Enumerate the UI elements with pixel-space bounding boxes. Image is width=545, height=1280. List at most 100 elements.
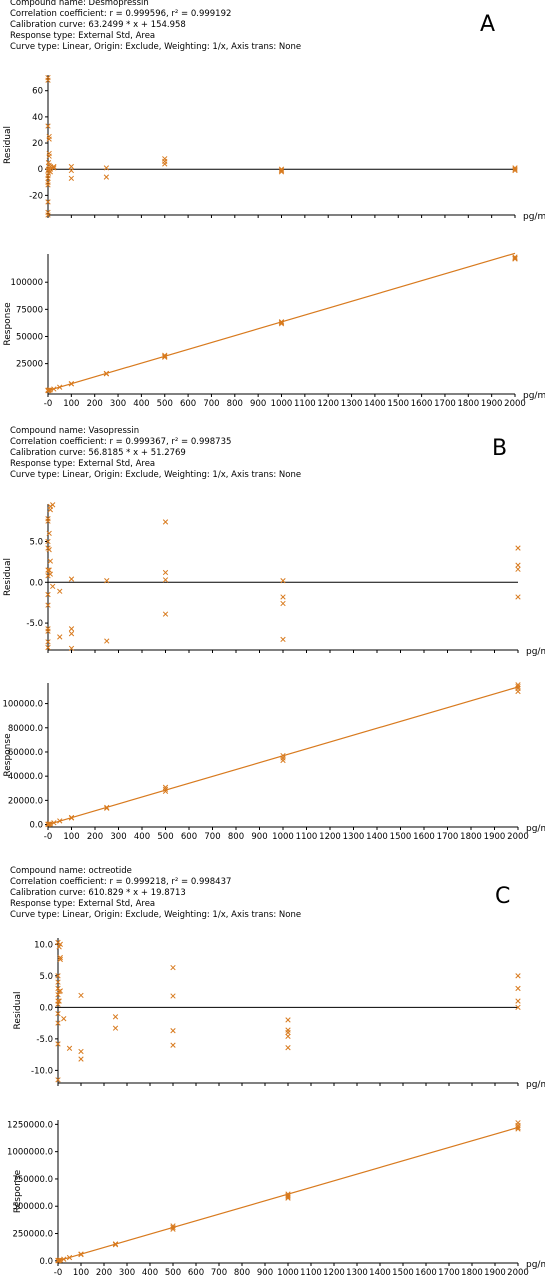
- data-point-stroke: [162, 352, 168, 358]
- data-point-stroke: [47, 507, 54, 513]
- data-point: [55, 973, 61, 979]
- data-point-stroke: [61, 1256, 67, 1262]
- data-point: [103, 371, 110, 377]
- data-point-stroke: [103, 165, 110, 171]
- data-point-stroke: [285, 1017, 291, 1023]
- vasopressin-response-plot: 0.0 20000.0 40000.0 60000.0 80000.0 100000.0 R…: [2, 682, 545, 842]
- data-point: [45, 567, 51, 573]
- x-tick-label: 600: [188, 1268, 204, 1278]
- data-point: [512, 256, 518, 262]
- x-tick-label: 1400: [364, 399, 386, 409]
- y-axis-label: Response: [3, 302, 13, 346]
- y-tick-label: 250000.0: [12, 1230, 53, 1240]
- data-point-stroke: [57, 954, 63, 961]
- data-point-stroke: [162, 161, 168, 167]
- y-tick-label: 60000.0: [8, 748, 43, 758]
- data-point-stroke: [55, 973, 61, 979]
- data-point: [285, 1029, 291, 1036]
- data-point-stroke: [512, 167, 518, 174]
- y-tick-label: -5.0: [36, 1035, 53, 1045]
- data-point: [162, 352, 168, 358]
- data-point-stroke: [50, 583, 56, 590]
- data-point-stroke: [47, 821, 54, 827]
- data-point: [515, 998, 521, 1004]
- y-tick-label: 0.0: [39, 1257, 53, 1267]
- data-point: [162, 353, 168, 359]
- data-point-stroke: [45, 602, 51, 608]
- data-point-stroke: [170, 1042, 176, 1048]
- data-point: [57, 588, 63, 594]
- x-tick-label: 1600: [413, 832, 435, 842]
- data-point-stroke: [515, 566, 521, 572]
- data-point: [46, 153, 52, 159]
- data-point-stroke: [46, 567, 52, 573]
- x-tick-label: 400: [142, 1268, 158, 1278]
- data-point-stroke: [112, 1014, 119, 1020]
- data-point-stroke: [280, 600, 286, 607]
- x-tick-label: 1600: [415, 1268, 437, 1278]
- data-point: [56, 1257, 62, 1264]
- data-point-stroke: [45, 166, 52, 172]
- data-point: [51, 165, 57, 171]
- data-point: [515, 973, 521, 979]
- data-point-stroke: [280, 636, 286, 643]
- x-tick-label: -0: [44, 399, 52, 409]
- vasopressin-residual-plot: -5.0 0.0 5.0 Residual pg/mL: [3, 502, 545, 657]
- data-point-stroke: [515, 688, 521, 695]
- data-point: [285, 1033, 291, 1040]
- curve-type: Curve type: Linear, Origin: Exclude, Wei…: [10, 42, 302, 52]
- data-point: [57, 634, 63, 640]
- data-point: [55, 1020, 61, 1026]
- data-point-stroke: [278, 319, 285, 326]
- x-tick-label: 1600: [411, 399, 433, 409]
- response-type: Response type: External Std, Area: [10, 459, 156, 469]
- data-point-stroke: [45, 644, 51, 651]
- data-point-stroke: [47, 558, 54, 564]
- data-point: [515, 688, 521, 695]
- data-point: [285, 1195, 291, 1201]
- data-point: [280, 757, 286, 764]
- x-tick-label: 1400: [366, 832, 388, 842]
- data-point-stroke: [57, 988, 63, 994]
- panel-label-b: B: [492, 436, 508, 461]
- data-point: [46, 530, 52, 537]
- data-point-stroke: [162, 788, 169, 794]
- data-point: [57, 988, 63, 994]
- y-axis-label: Residual: [3, 126, 13, 164]
- data-point-stroke: [45, 639, 51, 645]
- data-point: [57, 818, 63, 824]
- x-tick-label: 800: [234, 1268, 250, 1278]
- calibration-curve: Calibration curve: 610.829 * x + 19.8713: [10, 888, 186, 898]
- data-point: [285, 1194, 291, 1200]
- data-point: [515, 545, 521, 551]
- data-point: [51, 386, 57, 392]
- data-point: [45, 166, 52, 172]
- y-tick-label: 5.0: [29, 538, 43, 548]
- y-axis-label: Response: [13, 1169, 23, 1213]
- data-point-stroke: [47, 387, 53, 393]
- data-point: [515, 566, 521, 572]
- data-point: [78, 992, 84, 999]
- x-tick-label: 1000: [277, 1268, 299, 1278]
- panel-a-info: Compound name: Desmopressin Correlation …: [10, 0, 301, 53]
- data-point-stroke: [56, 1257, 62, 1264]
- x-axis-unit-label: pg/mL: [526, 1080, 545, 1090]
- response-type: Response type: External Std, Area: [10, 899, 156, 909]
- data-point-stroke: [55, 979, 61, 985]
- data-point: [162, 784, 169, 790]
- data-point-stroke: [162, 611, 169, 617]
- data-point-stroke: [515, 545, 521, 551]
- data-point: [51, 163, 57, 170]
- y-tick-label: -5.0: [26, 619, 43, 629]
- data-point-stroke: [68, 175, 75, 182]
- y-tick-label: 1000000.0: [7, 1148, 53, 1158]
- data-point: [51, 820, 57, 826]
- data-point: [162, 786, 169, 792]
- data-point: [45, 628, 51, 634]
- data-point-stroke: [51, 386, 57, 392]
- data-point-stroke: [78, 1056, 84, 1062]
- data-point: [68, 626, 75, 632]
- x-tick-label: 1500: [392, 1268, 414, 1278]
- y-tick-label: 100000: [11, 278, 43, 288]
- data-point-stroke: [512, 255, 518, 261]
